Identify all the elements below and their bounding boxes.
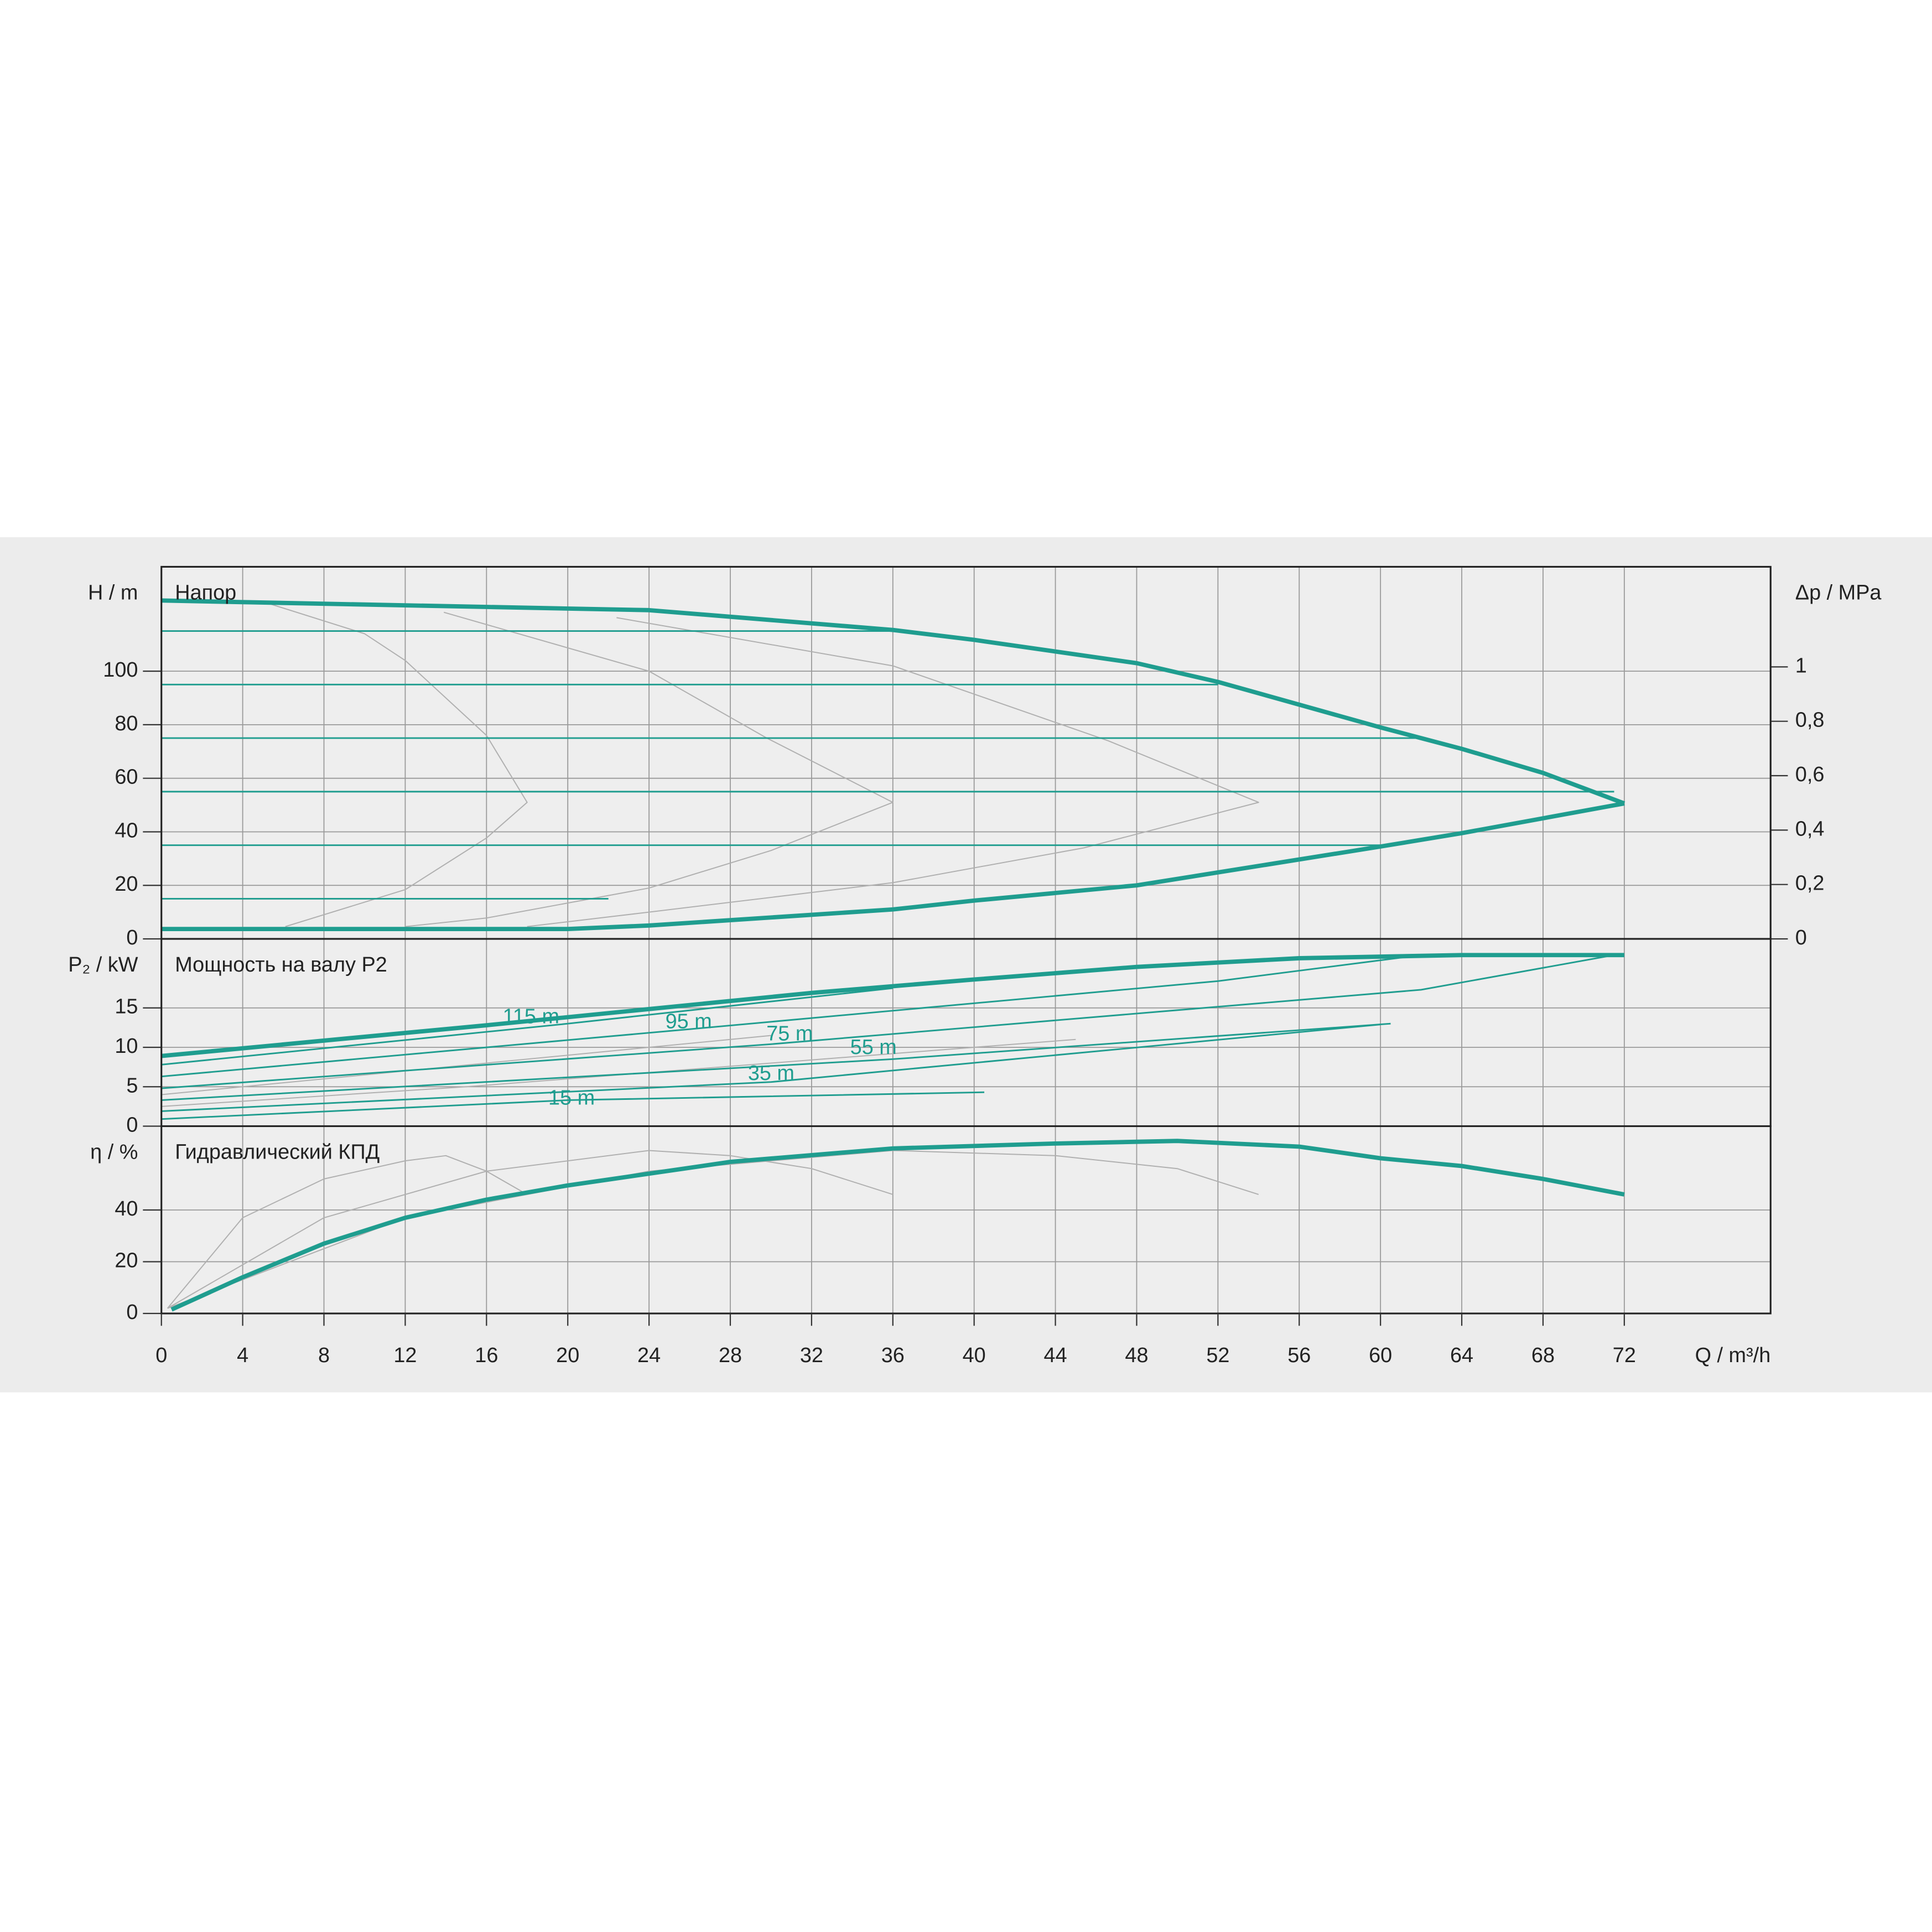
x-tick-label: 68 bbox=[1531, 1344, 1555, 1367]
y-tick-label: 0 bbox=[126, 926, 138, 949]
series-line bbox=[161, 598, 1625, 806]
y2-tick-label: 0,6 bbox=[1795, 763, 1825, 786]
panel-title: Мощность на валу P2 bbox=[175, 953, 387, 977]
x-tick-label: 64 bbox=[1450, 1344, 1473, 1367]
y-tick-label: 60 bbox=[115, 766, 138, 789]
x-tick-label: 8 bbox=[318, 1344, 330, 1367]
x-tick-label: 60 bbox=[1369, 1344, 1392, 1367]
x-tick-label: 52 bbox=[1206, 1344, 1229, 1367]
series-line bbox=[161, 1022, 1391, 1101]
x-tick-label: 36 bbox=[881, 1344, 905, 1367]
series-line bbox=[271, 604, 528, 927]
series-line bbox=[167, 1150, 894, 1309]
x-tick-label: 48 bbox=[1125, 1344, 1148, 1367]
y-tick-label: 20 bbox=[115, 872, 138, 896]
series-line bbox=[161, 1024, 1381, 1112]
panel-title: Гидравлический КПД bbox=[175, 1141, 380, 1164]
series-line bbox=[161, 801, 1625, 931]
y-tick-label: 40 bbox=[115, 819, 138, 842]
y2-tick-label: 0 bbox=[1795, 926, 1807, 949]
y-axis-label: P₂ / kW bbox=[68, 953, 138, 977]
y-axis-label: η / % bbox=[90, 1141, 138, 1164]
x-tick-label: 32 bbox=[800, 1344, 823, 1367]
curve-label: 75 m bbox=[766, 1022, 813, 1046]
y2-axis-label: Δp / MPa bbox=[1795, 581, 1882, 604]
series-line bbox=[161, 954, 1421, 1078]
plot-area bbox=[161, 567, 1771, 939]
y2-tick-label: 0,4 bbox=[1795, 817, 1825, 840]
y-tick-label: 80 bbox=[115, 712, 138, 735]
y2-tick-label: 0,2 bbox=[1795, 872, 1825, 895]
curve-label: 115 m bbox=[503, 1005, 559, 1029]
curve-label: 35 m bbox=[748, 1062, 794, 1085]
x-tick-label: 20 bbox=[556, 1344, 579, 1367]
series-line bbox=[170, 1139, 1625, 1312]
curve-label: 95 m bbox=[666, 1010, 712, 1033]
x-tick-label: 28 bbox=[719, 1344, 742, 1367]
curve-label: 15 m bbox=[548, 1087, 595, 1110]
plot-frame bbox=[160, 1125, 1772, 1315]
y-tick-label: 15 bbox=[115, 995, 138, 1019]
x-tick-label: 4 bbox=[237, 1344, 248, 1367]
y2-tick-label: 1 bbox=[1795, 654, 1807, 677]
series-line bbox=[161, 954, 1614, 1089]
series-line bbox=[161, 1035, 771, 1095]
y2-tick-label: 0,8 bbox=[1795, 709, 1825, 732]
x-tick-label: 16 bbox=[475, 1344, 498, 1367]
x-tick-label: 0 bbox=[155, 1344, 167, 1367]
series-line bbox=[161, 1091, 985, 1120]
x-tick-label: 24 bbox=[637, 1344, 661, 1367]
x-tick-label: 12 bbox=[393, 1344, 417, 1367]
series-line bbox=[527, 617, 1259, 927]
y-tick-label: 10 bbox=[115, 1035, 138, 1058]
y-tick-label: 20 bbox=[115, 1249, 138, 1273]
curve-label: 55 m bbox=[850, 1036, 897, 1059]
x-tick-label: 40 bbox=[963, 1344, 986, 1367]
y-tick-label: 0 bbox=[126, 1114, 138, 1137]
y-axis-label: H / m bbox=[88, 581, 138, 604]
series-line bbox=[161, 953, 1624, 1058]
x-tick-label: 72 bbox=[1613, 1344, 1636, 1367]
x-tick-label: 56 bbox=[1287, 1344, 1311, 1367]
panel-title: Напор bbox=[175, 581, 236, 604]
y-tick-label: 100 bbox=[103, 658, 138, 682]
y-tick-label: 40 bbox=[115, 1197, 138, 1221]
series-line bbox=[161, 987, 893, 1066]
x-axis-label: Q / m³/h bbox=[1695, 1344, 1771, 1367]
y-tick-label: 5 bbox=[126, 1074, 138, 1097]
y-tick-label: 0 bbox=[126, 1301, 138, 1324]
x-tick-label: 44 bbox=[1044, 1344, 1067, 1367]
series-line bbox=[405, 611, 894, 927]
